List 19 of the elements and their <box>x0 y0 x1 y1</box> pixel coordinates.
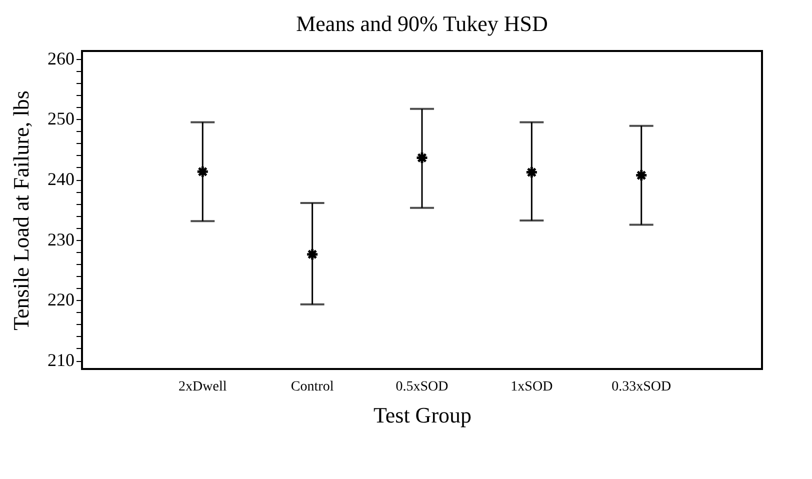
x-tick-label: 0.5xSOD <box>396 380 448 394</box>
point <box>525 166 538 179</box>
y-tick-label: 250 <box>48 108 74 129</box>
x-tick-label: 2xDwell <box>178 380 227 394</box>
chart-title: Means and 90% Tukey HSD <box>296 10 548 36</box>
x-tick-label: 1xSOD <box>510 380 553 394</box>
x-axis-title: Test Group <box>373 402 472 428</box>
y-tick-label: 210 <box>48 350 74 370</box>
y-axis-title: Tensile Load at Failure, lbs <box>8 90 34 330</box>
point <box>634 168 648 182</box>
point <box>196 165 210 178</box>
y-tick-label: 240 <box>48 169 74 190</box>
point <box>416 151 428 164</box>
y-tick-label: 230 <box>48 229 74 250</box>
y-tick-label: 260 <box>48 48 74 68</box>
point <box>306 248 319 261</box>
y-tick-label: 220 <box>48 290 74 310</box>
x-tick-label: Control <box>290 380 334 394</box>
x-tick-label: 0.33xSOD <box>612 380 672 394</box>
